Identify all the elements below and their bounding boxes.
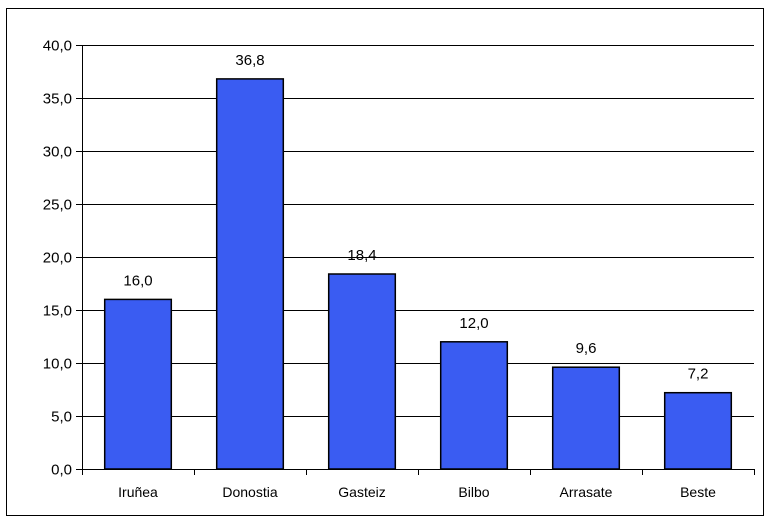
y-tick-label: 40,0 (43, 38, 72, 55)
bar-2 (327, 273, 397, 470)
y-tick-label: 30,0 (43, 144, 72, 161)
y-tick-label: 5,0 (51, 409, 72, 426)
x-category-label: Gasteiz (338, 484, 385, 500)
data-label: 36,8 (235, 52, 264, 69)
gridlines (82, 45, 754, 417)
y-tick-label: 25,0 (43, 197, 72, 214)
data-label: 7,2 (688, 366, 709, 383)
y-tick-label: 0,0 (51, 462, 72, 479)
data-label: 16,0 (123, 272, 152, 289)
bars (103, 78, 733, 470)
data-label: 18,4 (347, 247, 376, 264)
x-category-label: Bilbo (458, 484, 489, 500)
x-category-label: Donostia (222, 484, 277, 500)
data-label: 9,6 (576, 340, 597, 357)
bar-1 (215, 78, 285, 470)
x-category-label: Beste (680, 484, 716, 500)
y-tick-label: 15,0 (43, 303, 72, 320)
labels: 0,0 5,0 10,0 15,0 20,0 25,0 30,0 35,0 40,0 16,0 Ir… (43, 38, 716, 501)
y-tick-label: 10,0 (43, 356, 72, 373)
axes (76, 45, 755, 475)
data-label: 12,0 (459, 315, 488, 332)
bar-0 (103, 298, 173, 470)
y-tick-label: 35,0 (43, 91, 72, 108)
bar-3 (439, 341, 509, 470)
x-category-label: Iruñea (118, 484, 158, 500)
y-tick-label: 20,0 (43, 250, 72, 267)
bar-4 (551, 366, 621, 470)
x-category-label: Arrasate (560, 484, 613, 500)
bar-5 (663, 391, 733, 470)
